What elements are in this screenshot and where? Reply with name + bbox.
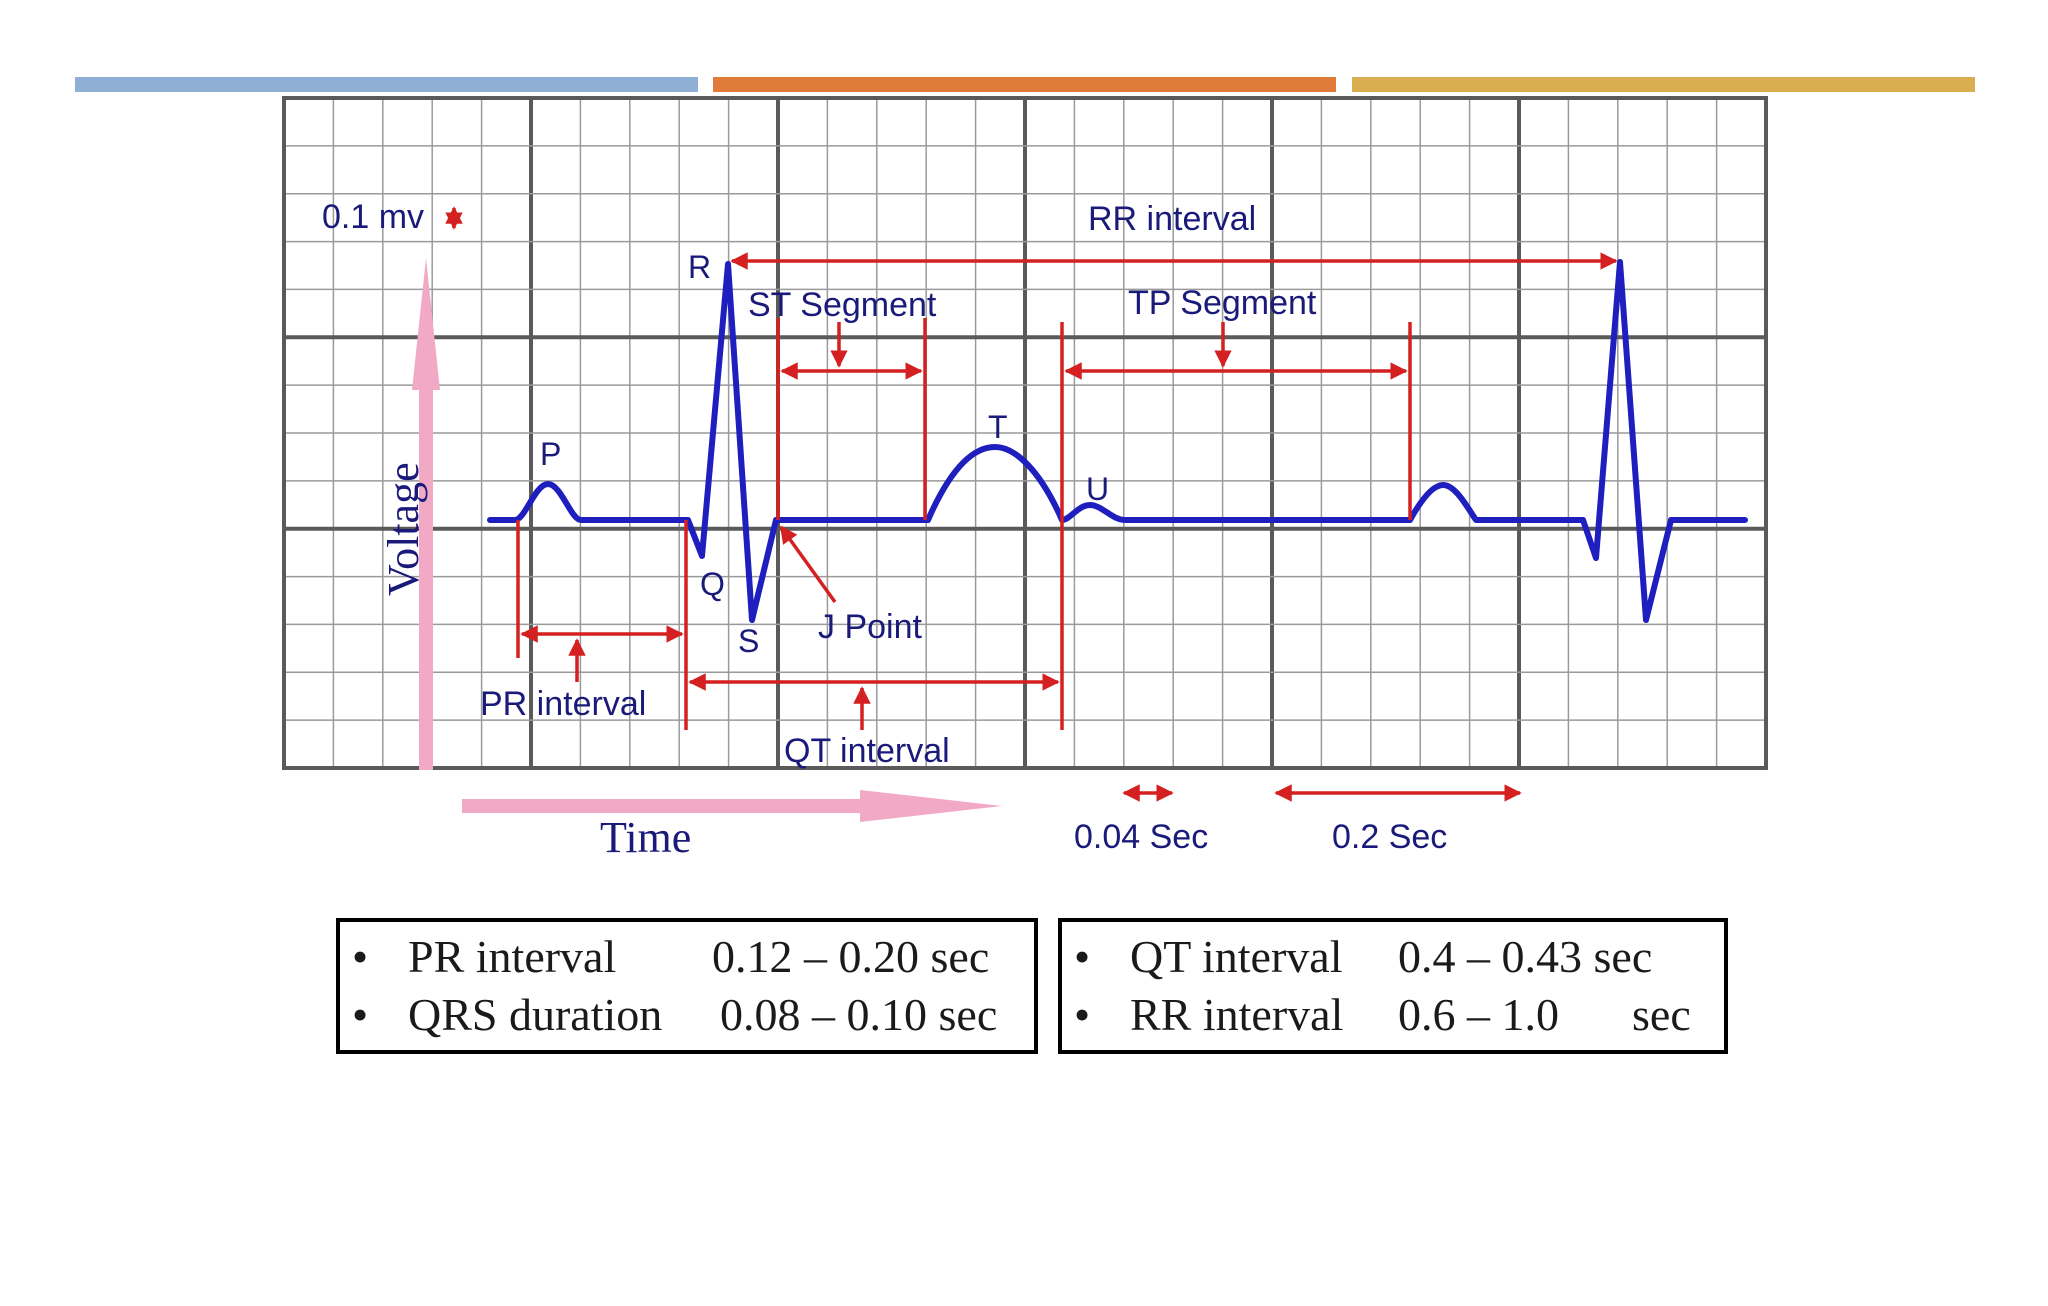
summary-name: RR interval [1130, 989, 1344, 1040]
tp-segment-label: TP Segment [1128, 284, 1317, 322]
qt-interval-label: QT interval [784, 732, 950, 770]
bullet: • [352, 989, 369, 1040]
grid-border [282, 96, 1768, 770]
summary-value: 0.12 – 0.20 sec [712, 931, 990, 982]
ecg-grid [282, 96, 1768, 770]
small-box-duration-label: 0.04 Sec [1074, 818, 1208, 856]
accent-bar-orange [713, 77, 1336, 92]
summary-row: • RR interval 0.6 – 1.0 sec [1062, 988, 1691, 1046]
st-segment-label: ST Segment [748, 286, 937, 324]
ecg-diagram: 0.1 mv RR interval ST Segment TP Segment… [282, 96, 1768, 862]
summary-name: PR interval [408, 931, 617, 982]
wave-label-u: U [1086, 471, 1109, 507]
accent-bar-blue [75, 77, 698, 92]
wave-label-r: R [688, 249, 711, 285]
summary-box-right: • QT interval 0.4 – 0.43 sec • RR interv… [1058, 918, 1728, 1054]
bullet: • [1074, 989, 1091, 1040]
summary-row: • QRS duration 0.08 – 0.10 sec [340, 988, 997, 1046]
pr-interval-label: PR interval [480, 685, 646, 723]
bullet: • [1074, 931, 1091, 982]
summary-unit: sec [1632, 989, 1691, 1040]
summary-value: 0.08 – 0.10 sec [720, 989, 998, 1040]
time-axis-label: Time [600, 813, 691, 862]
summary-box-left: • PR interval 0.12 – 0.20 sec • QRS dura… [336, 918, 1038, 1054]
summary-row: • QT interval 0.4 – 0.43 sec [1062, 930, 1652, 988]
scale-label: 0.1 mv [322, 198, 424, 236]
accent-bar-gold [1352, 77, 1975, 92]
summary-row: • PR interval 0.12 – 0.20 sec [340, 930, 989, 988]
wave-label-q: Q [700, 566, 725, 602]
time-axis-arrow [462, 790, 1002, 822]
wave-label-t: T [988, 409, 1008, 445]
voltage-axis-arrow [412, 258, 440, 770]
wave-label-p: P [540, 436, 561, 472]
summary-value: 0.6 – 1.0 [1398, 989, 1559, 1040]
wave-label-s: S [738, 623, 759, 659]
voltage-axis-label: Voltage [379, 462, 428, 596]
j-point-label: J Point [818, 608, 922, 646]
ecg-trace [487, 259, 1748, 623]
bullet: • [352, 931, 369, 982]
summary-name: QT interval [1130, 931, 1343, 982]
summary-name: QRS duration [408, 989, 663, 1040]
rr-interval-label: RR interval [1088, 200, 1256, 238]
red-annotations [445, 206, 1618, 802]
large-box-duration-label: 0.2 Sec [1332, 818, 1447, 856]
summary-value: 0.4 – 0.43 sec [1398, 931, 1653, 982]
